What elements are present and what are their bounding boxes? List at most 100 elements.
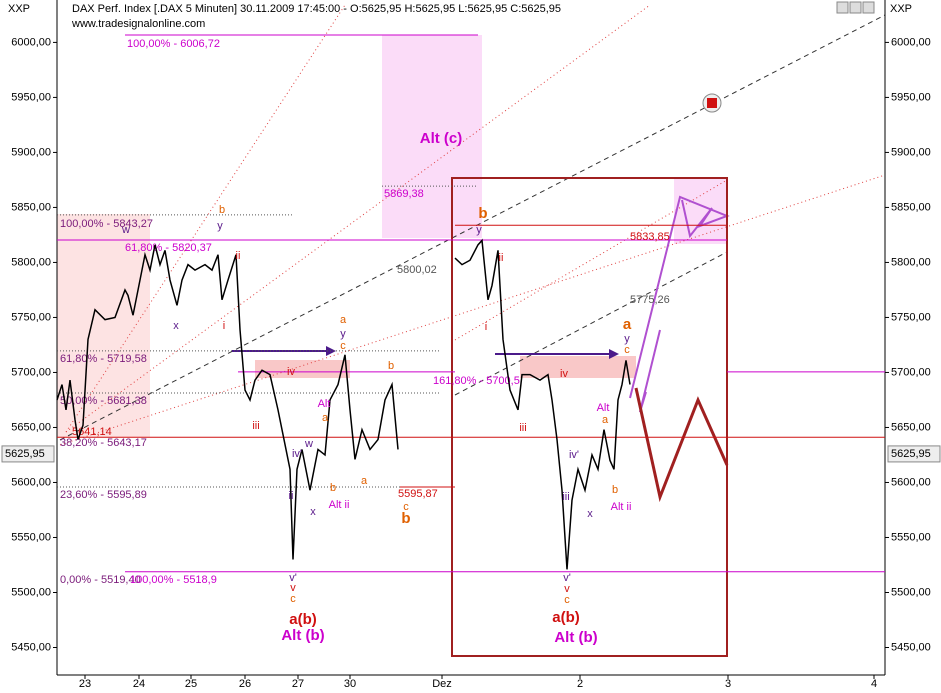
level-label: 61,80% - 5719,58 [60,353,147,365]
wave-label: Alt (c) [420,130,463,147]
y-tick-label: 5500,00 [11,586,51,598]
wave-label: a(b) [552,609,580,626]
wave-label: c [290,593,296,605]
wave-label: b [478,205,487,222]
y-tick-label: 5750,00 [11,311,51,323]
last-value-box [887,445,941,463]
wave-label: b [401,510,410,527]
button[interactable] [849,1,862,14]
wave-label: a [340,314,347,326]
wave-label: c [340,340,346,352]
last-value-label: 5625,95 [5,448,45,460]
y2-tick-label: 5600,00 [891,476,931,488]
y-tick-label: 5600,00 [11,476,51,488]
wave-label: ii [289,490,294,502]
last-value-label: 5625,95 [891,448,931,460]
price-line [56,244,399,560]
wave-label: iii [562,491,569,503]
wave-label: Alt ii [329,499,350,511]
arrow-head [609,349,619,359]
projection [629,195,730,399]
wave-label: x [587,508,593,520]
chart-title: DAX Perf. Index [.DAX 5 Minuten] 30.11.2… [72,3,561,15]
wave-label: Alt ii [611,501,632,513]
level-label: 50,00% - 5681,38 [60,395,147,407]
y-tick-label: 5450,00 [11,641,51,653]
trend-line [454,251,728,396]
y2-tick-label: 5550,00 [891,531,931,543]
x-tick-label: 25 [185,678,197,690]
trend-line [59,174,886,446]
wave-label: a(b) [289,611,317,628]
y-tick-label: 5950,00 [11,91,51,103]
wave-label: i [485,321,487,333]
wave-label: b [330,482,336,494]
y-tick-label: 6000,00 [11,36,51,48]
wave-label: Alt [597,402,610,414]
level-label: 100,00% - 5843,27 [60,218,153,230]
y2-tick-label: 5650,00 [891,421,931,433]
level-label: 5869,38 [384,188,424,200]
button[interactable] [862,1,875,14]
axis-label: XXP [890,3,912,15]
level-label: 5775,26 [630,294,670,306]
level-label: 38,20% - 5643,17 [60,437,147,449]
wave-label: i [223,320,225,332]
y-tick-label: 5700,00 [11,366,51,378]
wave-label: v [564,583,570,595]
projection [634,387,729,503]
level-label: 5595,87 [398,488,438,500]
window-buttons [836,1,875,14]
wave-label: x [310,506,316,518]
y-tick-label: 5900,00 [11,146,51,158]
axis-label: XXP [8,3,30,15]
level-label: 5800,02 [397,264,437,276]
level-label: 161,80% - 5700,5 [433,375,520,387]
wave-label: w [304,438,313,450]
y2-tick-label: 5800,00 [891,256,931,268]
wave-label: Alt (b) [554,629,597,646]
wave-label: c [564,594,570,606]
x-tick-label: 4 [871,678,877,690]
projection-box [451,177,728,657]
x-tick-label: 26 [239,678,251,690]
x-tick-label: 3 [725,678,731,690]
wave-label: v' [563,572,571,584]
x-tick-label: 30 [344,678,356,690]
wave-label: b [219,204,225,216]
x-tick-label: 23 [79,678,91,690]
wave-label: y [476,224,482,236]
y2-tick-label: 5950,00 [891,91,931,103]
y-tick-label: 5800,00 [11,256,51,268]
wave-label: iv [287,366,295,378]
wave-label: y [624,333,630,345]
wave-label: Alt (b) [281,627,324,644]
last-value-box [1,445,55,463]
wave-label: a [322,412,329,424]
y-tick-label: 5650,00 [11,421,51,433]
trend-line [454,179,728,341]
wave-label: ii [499,252,504,264]
wave-label: iii [252,420,259,432]
trend-lines [59,4,886,446]
wave-label: c [403,501,409,513]
wave-label: iv [560,368,568,380]
button[interactable] [836,1,849,14]
x-tick-label: 27 [292,678,304,690]
wave-label: c [624,344,630,356]
level-label: 100,00% - 6006,72 [127,38,220,50]
wave-label: a [602,414,609,426]
level-label: 23,60% - 5595,89 [60,489,147,501]
y-tick-label: 5550,00 [11,531,51,543]
y2-tick-label: 5750,00 [891,311,931,323]
level-label: 0,00% - 5519,40 [60,574,141,586]
wave-label: a [361,475,368,487]
projections [232,93,730,503]
chart-subtitle: www.tradesignalonline.com [71,18,205,30]
wave-label: ii [236,250,241,262]
wave-label: a [623,316,632,333]
zone [674,178,727,244]
zone [382,35,482,238]
y2-tick-label: 5500,00 [891,586,931,598]
